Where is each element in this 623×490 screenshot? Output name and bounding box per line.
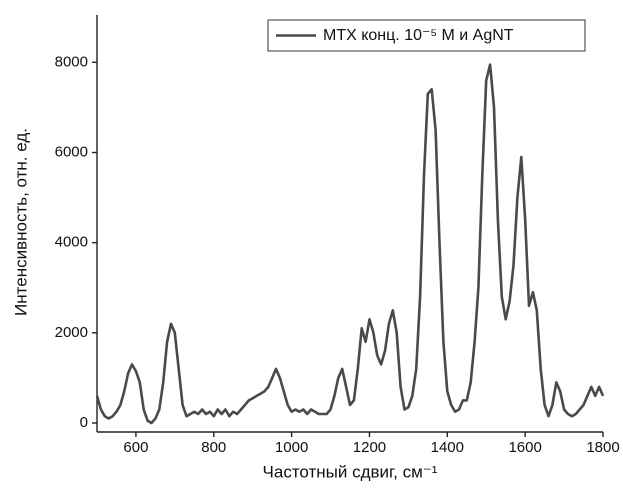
y-axis-label: Интенсивность, отн. ед. <box>11 128 30 316</box>
x-tick-label: 1800 <box>586 439 619 456</box>
y-tick-label: 6000 <box>55 143 88 160</box>
x-tick-label: 600 <box>123 439 148 456</box>
x-tick-label: 800 <box>201 439 226 456</box>
legend-label: MTX конц. 10⁻⁵ M и AgNT <box>323 27 514 44</box>
x-axis-label: Частотный сдвиг, см⁻¹ <box>263 462 438 481</box>
y-tick-label: 4000 <box>55 234 88 251</box>
x-tick-label: 1600 <box>508 439 541 456</box>
line-series <box>95 63 605 425</box>
x-tick-label: 1400 <box>431 439 464 456</box>
x-tick-label: 1200 <box>353 439 386 456</box>
y-tick-label: 2000 <box>55 324 88 341</box>
x-tick-label: 1000 <box>275 439 308 456</box>
legend-box <box>267 19 586 52</box>
y-tick-label: 0 <box>80 414 88 431</box>
y-tick-label: 8000 <box>55 53 88 70</box>
